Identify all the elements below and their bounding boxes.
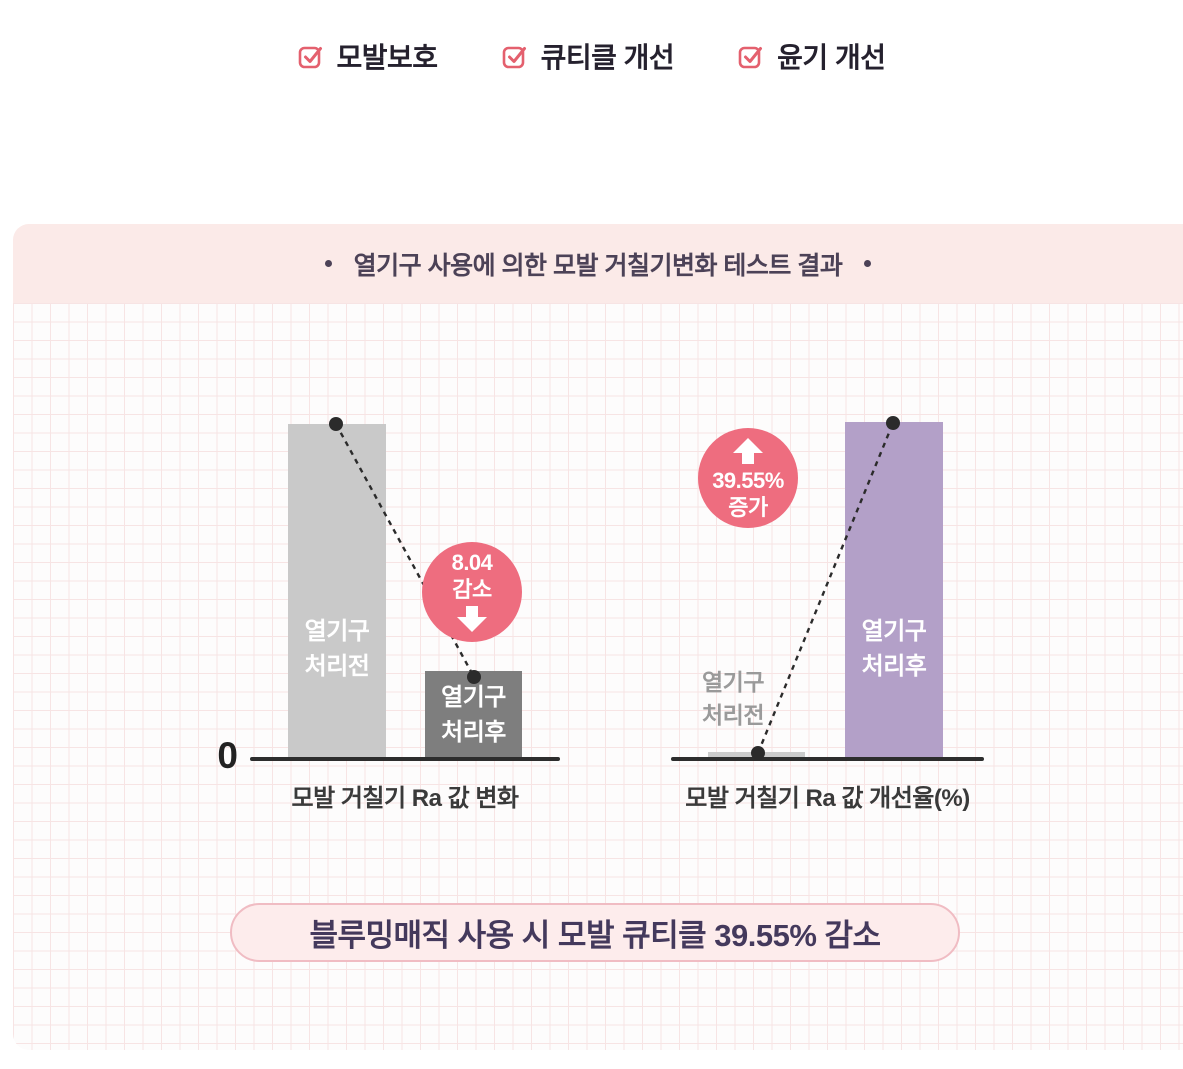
feature-item-shine-improvement: 윤기 개선: [738, 36, 886, 76]
bar-label: 열기구 처리후: [861, 618, 927, 681]
down-arrow-icon: [457, 606, 487, 633]
zero-tick-label: 0: [217, 735, 238, 776]
bar-before-heat-treatment: 열기구 처리전: [288, 424, 386, 757]
result-banner-text: 블루밍매직 사용 시 모발 큐티클 39.55% 감소: [309, 918, 881, 953]
before-treatment-side-label: 열기구 처리전: [702, 669, 764, 729]
checkbox-checked-icon: [738, 46, 763, 68]
title-bullet-icon: [864, 260, 872, 267]
up-arrow-icon: [733, 437, 763, 464]
left-chart-title: 모발 거칠기 Ra 값 변화: [291, 785, 520, 812]
badge-value: 39.55%: [712, 467, 784, 493]
panel-header: 열기구 사용에 의한 모발 거칠기변화 테스트 결과: [13, 224, 1183, 303]
title-bullet-icon: [324, 260, 332, 267]
feature-label: 모발보호: [336, 42, 439, 73]
right-chart-axis: [671, 757, 984, 761]
badge-word: 감소: [452, 577, 492, 602]
checkbox-checked-icon: [298, 46, 322, 68]
bar-after-heat-treatment: 열기구 처리후: [425, 671, 522, 757]
badge-value: 8.04: [451, 549, 493, 575]
decrease-badge: 8.04 감소: [422, 542, 522, 642]
bar-label: 열기구 처리전: [304, 618, 370, 681]
feature-checklist: 모발보호 큐티클 개선 윤기 개선: [0, 36, 1183, 76]
left-chart-axis: [250, 757, 560, 761]
feature-item-cuticle-improvement: 큐티클 개선: [502, 36, 675, 76]
right-chart-title: 모발 거칠기 Ra 값 개선율(%): [685, 785, 970, 812]
panel-title: 열기구 사용에 의한 모발 거칠기변화 테스트 결과: [353, 251, 843, 280]
feature-label: 윤기 개선: [777, 42, 886, 73]
bar-after-treatment-rate: 열기구 처리후: [845, 422, 943, 757]
checkbox-checked-icon: [502, 46, 526, 68]
result-banner: 블루밍매직 사용 시 모발 큐티클 39.55% 감소: [230, 903, 960, 962]
feature-item-hair-protection: 모발보호: [298, 36, 438, 76]
badge-word: 증가: [728, 495, 768, 520]
bar-label: 열기구 처리후: [441, 684, 506, 747]
feature-label: 큐티클 개선: [540, 42, 675, 73]
increase-badge: 39.55% 증가: [698, 428, 798, 528]
